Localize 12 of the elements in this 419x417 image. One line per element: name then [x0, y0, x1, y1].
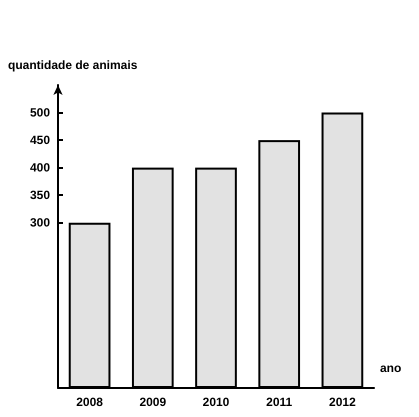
- y-tick-label: 450: [30, 133, 50, 148]
- y-tick-label: 300: [30, 216, 50, 230]
- x-tick-label: 2011: [266, 395, 293, 409]
- x-tick-label: 2012: [329, 395, 356, 409]
- x-tick-label: 2009: [139, 395, 166, 409]
- y-tick-label: 350: [30, 188, 50, 202]
- y-tick-label: 400: [30, 160, 50, 175]
- x-tick-label: 2010: [202, 395, 230, 409]
- x-tick-label: 2008: [76, 395, 104, 409]
- y-tick-label: 500: [30, 106, 50, 120]
- x-axis-title: ano: [380, 361, 402, 375]
- y-axis-title: quantidade de animais: [8, 58, 138, 72]
